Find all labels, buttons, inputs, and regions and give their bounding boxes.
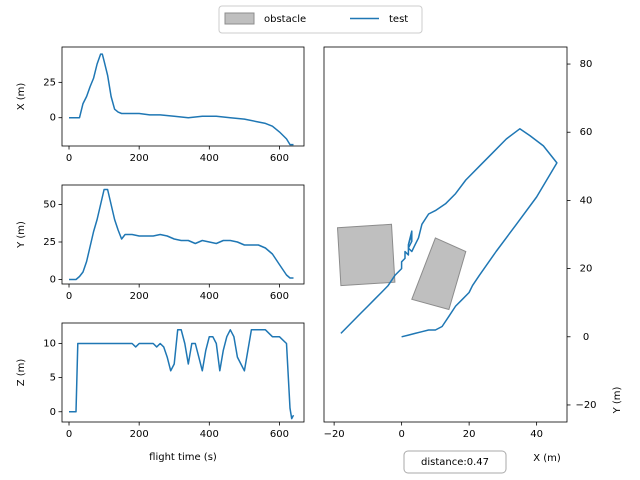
- panel-4-chart: [323, 46, 571, 426]
- panel-1-xtick-label: 400: [200, 153, 219, 164]
- distance-box: [403, 450, 507, 474]
- panel-1-series-line: [69, 53, 294, 146]
- panel-2-ytick-label: 0: [50, 275, 56, 286]
- legend-obstacle-swatch: [224, 12, 255, 25]
- panel-3-series-line: [69, 329, 295, 420]
- panel-4-frame: [323, 46, 568, 423]
- panel-1-xtick-label: 0: [66, 153, 72, 164]
- panel-4-xlabel: X (m): [533, 453, 561, 464]
- obstacle-1: [336, 223, 396, 287]
- panel-3-ytick-label: 0: [50, 407, 56, 418]
- legend: [218, 5, 423, 34]
- panel-3-xtick-label: 400: [200, 429, 219, 440]
- legend-label-test: test: [389, 14, 408, 25]
- panel-1-xtick-label: 200: [130, 153, 149, 164]
- panel-4-xtick-label: 20: [463, 429, 476, 440]
- panel-4-ytick-label: 80: [580, 59, 593, 70]
- panel-3-ylabel: Z (m): [16, 359, 27, 387]
- panel-1-ytick-label: 25: [43, 77, 56, 88]
- panel-2-frame: [61, 184, 305, 285]
- panel-2-xtick-label: 600: [270, 291, 289, 302]
- panel-4-xtick-label: 40: [530, 429, 543, 440]
- panel-1-xtick-label: 600: [270, 153, 289, 164]
- panel-3-xtick-label: 200: [130, 429, 149, 440]
- panel-2-xtick-label: 0: [66, 291, 72, 302]
- panel-3-xtick-label: 0: [66, 429, 72, 440]
- panel-4-ytick-label: 0: [583, 332, 589, 343]
- panel-1-ylabel: X (m): [16, 83, 27, 111]
- panel-2-series-line: [69, 188, 294, 281]
- panel-2-chart: [58, 184, 305, 288]
- panel-2-xtick-label: 400: [200, 291, 219, 302]
- panel-1-chart: [58, 46, 305, 150]
- distance-annotation: [403, 450, 507, 474]
- panel-4-series-line: [340, 128, 558, 338]
- panel-4-xtick-label: 0: [398, 429, 404, 440]
- panel-3-ytick-label: 5: [50, 373, 56, 384]
- panel-1-frame: [61, 46, 305, 147]
- panel-4-xtick-label: −20: [324, 429, 345, 440]
- panel-4-ytick-label: 60: [580, 127, 593, 138]
- panel-2-ylabel: Y (m): [16, 221, 27, 249]
- obstacle-2: [411, 237, 467, 311]
- legend-frame: [218, 5, 423, 34]
- panel-1-ytick-label: 0: [50, 113, 56, 124]
- panel-3-frame: [61, 322, 305, 423]
- panel-4-ytick-label: −20: [575, 400, 596, 411]
- panel-2-ytick-label: 25: [43, 237, 56, 248]
- panel-3-xlabel: flight time (s): [149, 452, 217, 463]
- panel-3-chart: [58, 322, 305, 426]
- legend-label-obstacle: obstacle: [264, 14, 306, 25]
- panel-2-xtick-label: 200: [130, 291, 149, 302]
- panel-4-ytick-label: 40: [580, 195, 593, 206]
- panel-3-xtick-label: 600: [270, 429, 289, 440]
- panel-2-ytick-label: 50: [43, 200, 56, 211]
- panel-3-ytick-label: 10: [43, 338, 56, 349]
- panel-4-ylabel: Y (m): [612, 386, 623, 414]
- distance-text: distance:0.47: [421, 457, 489, 468]
- panel-4-ytick-label: 20: [580, 264, 593, 275]
